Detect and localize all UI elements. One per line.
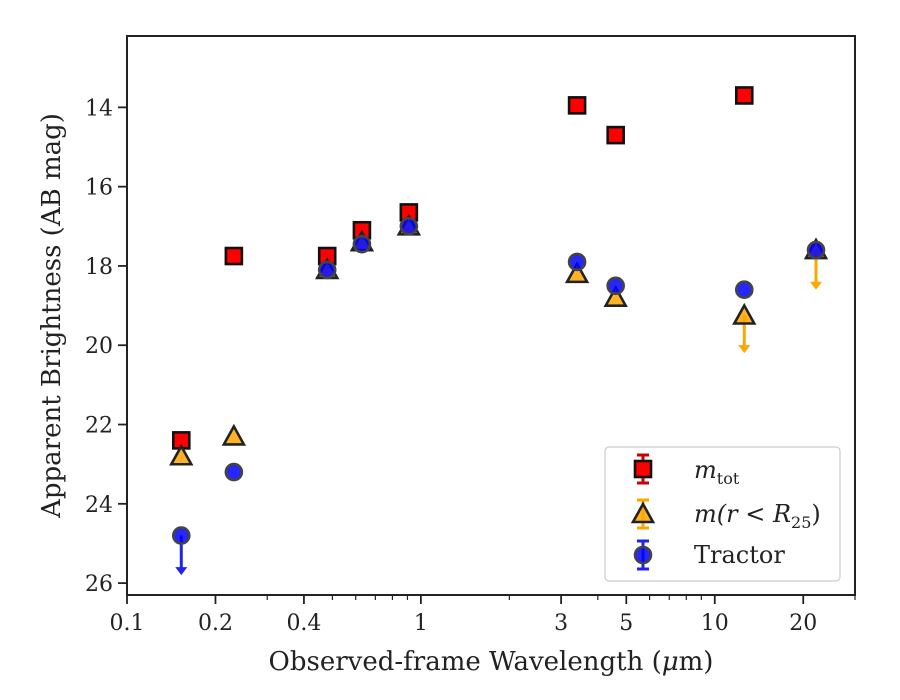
data-point <box>734 86 754 105</box>
data-point <box>224 462 244 482</box>
data-point <box>221 423 247 446</box>
x-tick-label: 5 <box>619 611 633 636</box>
y-tick-label: 24 <box>85 493 113 518</box>
tick-layer: 0.1 0.2 0.4 1 3 5 10 20 14 16 18 20 22 24 26 <box>85 96 856 636</box>
x-tick-label: 3 <box>554 611 568 636</box>
x-axis-label-tail: m) <box>679 647 714 677</box>
data-point <box>606 125 625 145</box>
legend-marker <box>633 459 653 479</box>
data-point <box>567 252 587 272</box>
data-point <box>732 302 757 325</box>
data-point <box>171 526 191 545</box>
data-point <box>399 216 419 236</box>
x-tick-label: 20 <box>789 611 817 636</box>
data-point <box>564 261 590 284</box>
plot-frame <box>126 35 856 596</box>
data-point <box>567 96 587 115</box>
y-tick-label: 18 <box>85 255 113 280</box>
data-point <box>169 443 194 466</box>
data-point <box>734 280 754 300</box>
upper-limit-arrow-head <box>175 567 188 576</box>
x-axis-label-mu: μ <box>662 647 679 677</box>
upper-limit-arrow-head <box>809 281 822 290</box>
data-point <box>224 246 244 266</box>
legend-mtot-main: m <box>694 456 717 484</box>
data-point <box>606 276 625 296</box>
y-tick-label: 20 <box>85 334 113 359</box>
x-tick-label: 1 <box>414 611 428 636</box>
data-point <box>806 240 826 260</box>
data-point <box>603 284 628 307</box>
legend-marker <box>630 501 656 524</box>
series-0 <box>171 86 754 450</box>
data-point <box>352 234 372 254</box>
x-axis-label-main: Observed-frame Wavelength ( <box>269 647 662 677</box>
legend: mtot m(r < R25) Tractor <box>604 446 841 582</box>
x-axis-label: Observed-frame Wavelength (μm) <box>269 647 714 677</box>
legend-mtot-sub: tot <box>717 469 740 488</box>
y-tick-label: 26 <box>85 572 113 597</box>
y-axis-label: Apparent Brightness (AB mag) <box>37 113 67 519</box>
legend-mr25-close: ) <box>811 500 820 528</box>
data-points-layer <box>169 86 829 576</box>
data-point <box>317 260 337 280</box>
x-tick-label: 0.2 <box>198 611 233 636</box>
y-tick-label: 22 <box>85 414 113 439</box>
x-tick-label: 10 <box>701 611 729 636</box>
x-tick-label: 0.1 <box>110 611 145 636</box>
y-tick-label: 16 <box>85 176 113 201</box>
x-tick-label: 0.4 <box>286 611 321 636</box>
legend-label-mr25: m(r < R25) <box>694 500 821 532</box>
legend-marker <box>633 545 653 565</box>
legend-mr25-sub: 25 <box>791 513 811 532</box>
legend-label-mtot: mtot <box>694 456 740 488</box>
series-2 <box>171 216 826 576</box>
upper-limit-arrow-head <box>738 345 751 354</box>
legend-label-tractor: Tractor <box>694 541 785 569</box>
legend-box <box>604 446 841 582</box>
series-1 <box>169 213 829 466</box>
y-tick-label: 14 <box>85 96 113 121</box>
legend-mr25-main: m(r < R <box>694 500 791 528</box>
